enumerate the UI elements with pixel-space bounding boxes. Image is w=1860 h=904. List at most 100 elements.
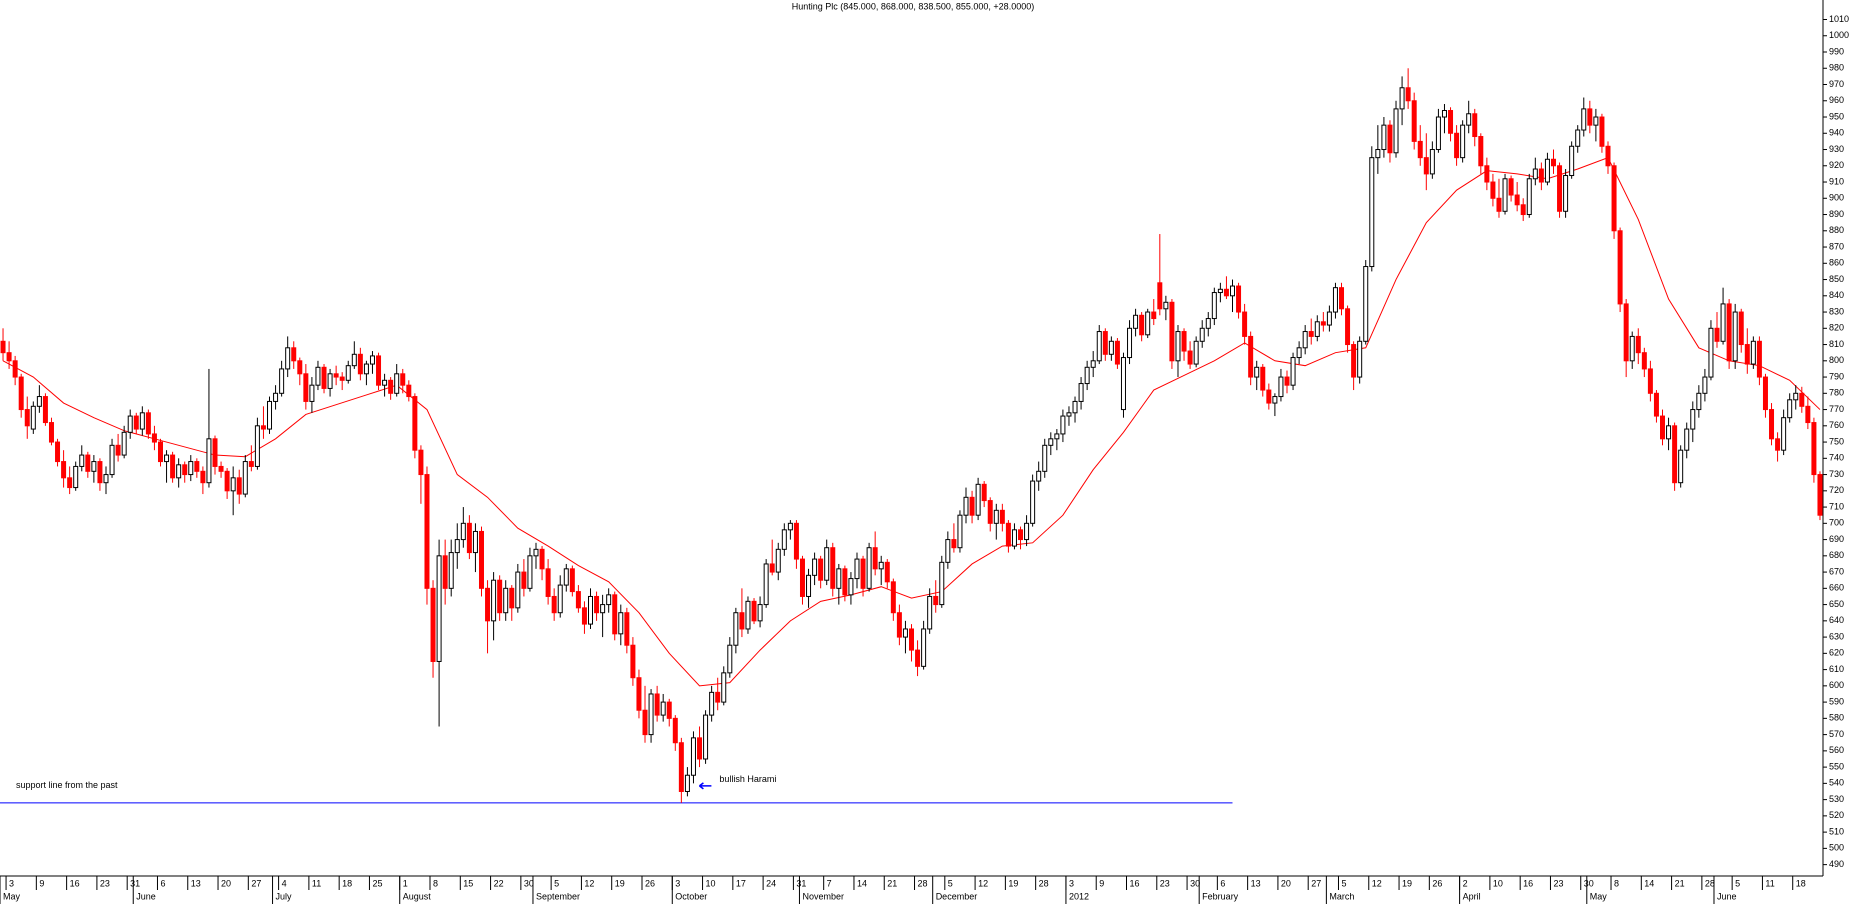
y-tick-label: 840 [1829, 290, 1844, 300]
candle-body [1448, 110, 1454, 134]
candle-body [830, 547, 836, 589]
candle-body [945, 539, 951, 563]
candle-body [594, 595, 600, 614]
candle-body [1593, 116, 1599, 126]
x-tick-label: 18 [342, 878, 352, 888]
candle-body [321, 366, 327, 389]
candle-body [1538, 168, 1544, 183]
candle-body [975, 483, 981, 516]
candle-body [630, 644, 636, 679]
y-tick-label: 730 [1829, 469, 1844, 479]
candle-body [1084, 366, 1090, 385]
candle-body [478, 530, 484, 589]
candle-body [1441, 110, 1447, 118]
candle-body [55, 441, 61, 463]
y-tick-label: 590 [1829, 696, 1844, 706]
candle-body [1550, 158, 1556, 167]
candle-body [636, 677, 642, 711]
candle-body [24, 409, 30, 427]
x-tick-label: 5 [1735, 878, 1740, 888]
x-tick-label: 22 [494, 878, 504, 888]
candle-body [1817, 474, 1823, 516]
candle-body [1163, 301, 1169, 310]
x-tick-label: 21 [1675, 878, 1685, 888]
candle-body [1532, 168, 1538, 180]
candle-body [109, 444, 115, 476]
candle-body [909, 628, 914, 651]
candle-body [127, 415, 133, 433]
x-tick-label: 19 [1008, 878, 1018, 888]
candle-body [36, 396, 42, 407]
candle-body [1411, 100, 1417, 142]
candle-body [1066, 412, 1072, 417]
candle-body [733, 612, 739, 646]
candle-body [1769, 409, 1775, 440]
candle-body [1605, 145, 1611, 167]
candle-body [581, 607, 587, 625]
candle-body [61, 461, 67, 479]
candle-body [939, 561, 945, 606]
candle-body [1750, 340, 1756, 365]
candle-body [230, 477, 236, 492]
moving-average-line [2, 157, 1821, 687]
y-tick-label: 660 [1829, 583, 1844, 593]
candle-body [969, 496, 975, 516]
candle-body [1375, 149, 1381, 159]
candle-body [1599, 116, 1605, 147]
y-tick-label: 910 [1829, 176, 1844, 186]
candle-body [1363, 266, 1369, 342]
y-tick-label: 620 [1829, 648, 1844, 658]
candle-body [424, 474, 430, 589]
candle-body [812, 558, 818, 576]
y-tick-label: 810 [1829, 339, 1844, 349]
y-tick-label: 530 [1829, 794, 1844, 804]
month-label: February [1202, 891, 1239, 901]
candle-body [1805, 405, 1811, 424]
candle-body [727, 644, 733, 674]
candle-body [388, 379, 394, 394]
x-tick-label: 27 [1311, 878, 1321, 888]
candle-body [575, 591, 581, 609]
y-tick-label: 750 [1829, 436, 1844, 446]
x-tick-label: 23 [100, 878, 110, 888]
candle-body [1666, 425, 1672, 440]
candle-body [376, 355, 382, 386]
y-tick-label: 830 [1829, 306, 1844, 316]
y-tick-label: 900 [1829, 193, 1844, 203]
x-tick-label: 23 [1160, 878, 1170, 888]
month-label: August [403, 891, 432, 901]
candle-body [666, 701, 672, 719]
candle-body [115, 444, 121, 456]
candle-body [1260, 366, 1266, 391]
candle-body [569, 568, 575, 593]
candle-body [369, 355, 375, 365]
x-tick-label: 26 [1432, 878, 1442, 888]
candle-body [1496, 197, 1502, 212]
candle-body [206, 438, 212, 484]
x-tick-label: 28 [1705, 878, 1715, 888]
candle-body [902, 628, 908, 638]
candle-body [1787, 399, 1793, 419]
candle-body [351, 353, 357, 367]
candle-body [1248, 335, 1254, 378]
x-tick-label: 9 [1099, 878, 1104, 888]
candle-body [1684, 428, 1690, 451]
month-label: June [136, 891, 156, 901]
candle-body [1417, 140, 1423, 159]
candle-body [660, 701, 666, 716]
candle-body [993, 509, 999, 524]
candle-body [745, 600, 751, 630]
y-tick-label: 990 [1829, 46, 1844, 56]
candle-body [12, 360, 18, 378]
candle-body [1314, 321, 1320, 337]
candle-body [1139, 314, 1145, 336]
candle-body [466, 522, 472, 554]
candle-body [872, 547, 878, 570]
candle-body [1272, 396, 1278, 404]
x-tick-label: 27 [251, 878, 261, 888]
candle-body [757, 604, 763, 622]
month-label: June [1717, 891, 1737, 901]
candle-body [1611, 165, 1617, 232]
candle-body [1120, 357, 1126, 411]
candle-body [1623, 303, 1629, 362]
